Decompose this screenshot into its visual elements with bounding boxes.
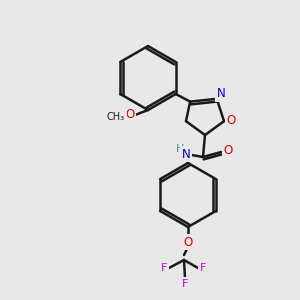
Text: O: O	[183, 236, 193, 248]
Text: H: H	[176, 144, 184, 154]
Text: CH₃: CH₃	[107, 112, 125, 122]
Text: F: F	[161, 263, 167, 273]
Text: O: O	[226, 114, 236, 127]
Text: O: O	[224, 145, 232, 158]
Text: N: N	[182, 148, 190, 160]
Text: O: O	[125, 109, 135, 122]
Text: F: F	[200, 263, 206, 273]
Text: N: N	[216, 87, 225, 100]
Text: F: F	[182, 279, 188, 289]
